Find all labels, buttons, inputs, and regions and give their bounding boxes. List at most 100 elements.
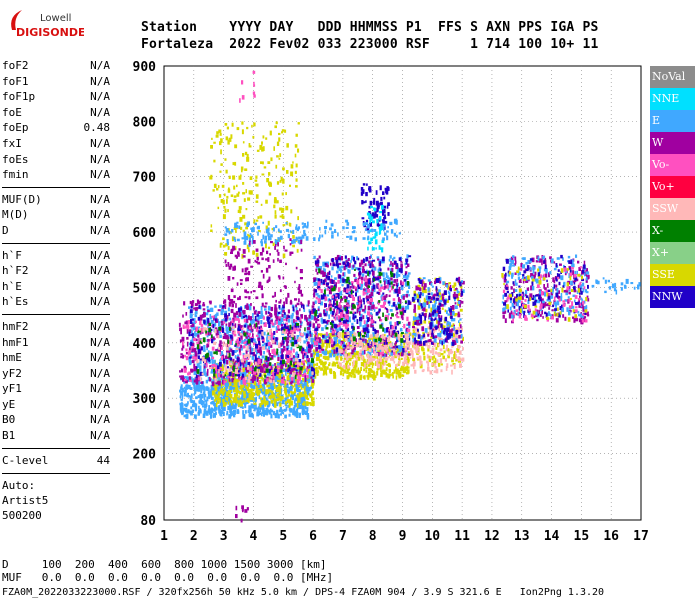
data-point xyxy=(184,403,186,407)
data-point xyxy=(291,341,294,347)
data-point xyxy=(242,182,245,185)
data-point xyxy=(292,229,295,234)
data-point xyxy=(314,331,317,334)
data-point xyxy=(259,384,262,389)
data-point xyxy=(352,360,355,366)
data-point xyxy=(298,226,300,230)
data-point xyxy=(216,400,220,404)
data-point xyxy=(218,343,222,347)
data-point xyxy=(201,372,204,376)
header-columns: Station YYYY DAY DDD HHMMSS P1 FFS S AXN… xyxy=(141,20,599,35)
data-point xyxy=(305,386,308,392)
data-point xyxy=(198,385,202,389)
data-point xyxy=(320,360,323,366)
data-point xyxy=(393,279,397,283)
data-point xyxy=(185,384,188,388)
data-point xyxy=(386,339,388,345)
data-point xyxy=(238,381,241,386)
data-point xyxy=(268,369,271,374)
data-point xyxy=(392,333,394,338)
data-point xyxy=(340,309,344,314)
data-point xyxy=(298,414,301,418)
data-point xyxy=(239,333,243,336)
data-point xyxy=(346,370,349,375)
data-point xyxy=(405,266,408,269)
data-point xyxy=(305,360,308,364)
param-name: B0 xyxy=(2,413,16,427)
data-point xyxy=(404,345,408,351)
data-point xyxy=(326,350,329,355)
x-tick-label: 7 xyxy=(339,529,347,544)
data-point xyxy=(190,376,193,381)
data-point xyxy=(346,296,348,300)
data-point xyxy=(213,379,216,382)
data-point xyxy=(317,278,321,283)
data-point xyxy=(194,307,198,311)
data-point xyxy=(243,359,246,364)
data-point xyxy=(275,240,278,245)
data-point xyxy=(364,282,368,287)
data-point xyxy=(367,347,370,351)
data-point xyxy=(248,305,252,311)
data-point xyxy=(326,308,328,312)
data-point xyxy=(398,303,402,309)
data-point xyxy=(334,295,337,301)
data-point xyxy=(292,348,295,353)
data-point xyxy=(248,373,250,379)
data-point xyxy=(345,360,349,364)
data-point xyxy=(267,393,271,398)
data-point xyxy=(358,296,361,301)
data-point xyxy=(283,408,287,412)
data-point xyxy=(407,263,410,267)
data-point xyxy=(285,400,287,405)
data-point xyxy=(388,335,391,340)
data-point xyxy=(264,360,266,363)
data-point xyxy=(260,241,263,247)
data-point xyxy=(275,244,277,247)
x-tick-label: 6 xyxy=(309,529,317,544)
data-point xyxy=(206,359,209,363)
data-point xyxy=(255,328,259,332)
data-point xyxy=(307,303,310,307)
data-point xyxy=(220,320,223,324)
data-point xyxy=(380,318,383,322)
data-point xyxy=(279,369,283,373)
data-point xyxy=(229,362,233,365)
data-point xyxy=(221,371,223,375)
data-point xyxy=(188,358,191,363)
data-point xyxy=(226,240,229,244)
data-point xyxy=(242,413,246,419)
data-point xyxy=(184,376,188,379)
data-point xyxy=(261,355,265,359)
data-point xyxy=(265,412,268,416)
data-point xyxy=(309,330,311,334)
data-point xyxy=(247,258,251,264)
data-point xyxy=(199,360,202,365)
data-point xyxy=(239,359,243,362)
data-point xyxy=(349,354,352,358)
data-point xyxy=(292,412,295,415)
data-point xyxy=(254,398,257,403)
data-point xyxy=(266,337,268,342)
data-point xyxy=(277,237,280,242)
data-point xyxy=(251,391,254,394)
data-point xyxy=(235,390,238,396)
data-point xyxy=(371,365,374,369)
data-point xyxy=(290,334,293,337)
data-point xyxy=(369,359,372,363)
data-point xyxy=(374,375,377,378)
data-point xyxy=(331,349,335,354)
data-point xyxy=(339,353,343,357)
data-point xyxy=(186,328,189,334)
data-point xyxy=(390,343,393,348)
data-point xyxy=(352,336,356,342)
data-point xyxy=(270,409,274,413)
data-point xyxy=(215,365,218,369)
data-point xyxy=(256,409,260,412)
data-point xyxy=(197,341,200,346)
data-point xyxy=(346,316,349,320)
data-point xyxy=(361,350,365,355)
data-point xyxy=(379,352,383,357)
data-point xyxy=(279,259,282,263)
data-point xyxy=(248,332,251,336)
